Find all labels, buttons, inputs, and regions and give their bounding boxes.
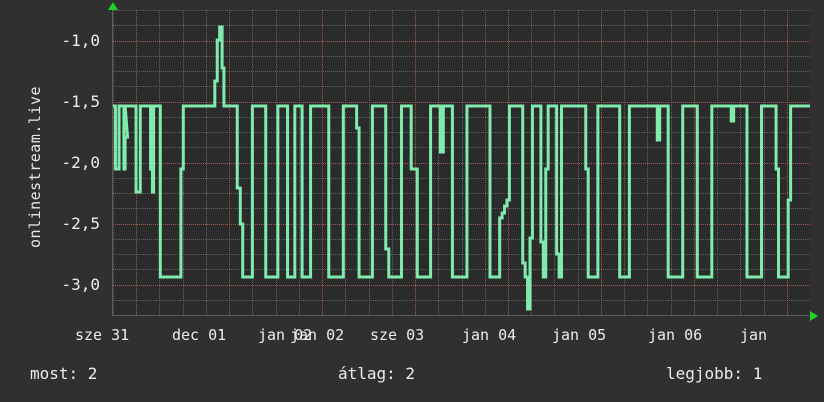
- data-line-chart: [113, 10, 810, 315]
- x-tick-label: dec 01: [172, 326, 227, 344]
- y-axis-arrow-icon: [108, 2, 118, 10]
- y-tick-label: -1,5: [61, 91, 100, 111]
- y-tick-label: -2,0: [61, 152, 100, 172]
- y-axis-tick-labels: -1,0 -1,5 -2,0 -2,5 -3,0: [0, 0, 108, 320]
- y-tick-label: -2,5: [61, 213, 100, 233]
- x-axis-tick-labels: sze 31 dec 01 jan 02 jan 02 sze 03 jan 04 jan …: [0, 326, 824, 348]
- y-tick-label: -3,0: [61, 274, 100, 294]
- x-axis-arrow-icon: [810, 311, 818, 321]
- x-axis-line: [113, 315, 810, 316]
- x-tick-label: jan 02: [290, 326, 345, 344]
- legend-atlag: átlag: 2: [338, 364, 416, 383]
- x-tick-label: sze 03: [370, 326, 425, 344]
- legend-most: most: 2: [30, 364, 98, 383]
- x-tick-label: jan 02: [258, 326, 313, 344]
- x-tick-label: sze 31: [75, 326, 130, 344]
- y-tick-label: -1,0: [61, 30, 100, 50]
- y-axis-line: [112, 10, 113, 316]
- plot-area[interactable]: [113, 10, 810, 315]
- x-tick-label: jan 05: [552, 326, 607, 344]
- x-tick-label: jan 04: [462, 326, 517, 344]
- series-onlinestream-live: [113, 27, 810, 309]
- legend-footer: most: 2 átlag: 2 legjobb: 1: [0, 362, 824, 396]
- x-tick-label: jan: [740, 326, 768, 344]
- x-tick-label: jan 06: [648, 326, 703, 344]
- legend-legjobb: legjobb: 1: [666, 364, 763, 383]
